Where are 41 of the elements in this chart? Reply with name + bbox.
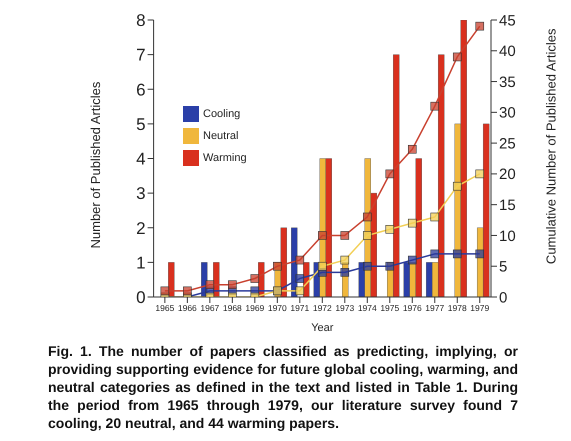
x-tick-label: 1976 <box>402 303 422 314</box>
y-axis-title: Number of Published Articles <box>88 81 104 248</box>
y2-tick-label: 5 <box>499 258 508 276</box>
y-tick-label: 4 <box>136 150 146 169</box>
y2-tick-label: 35 <box>499 74 516 91</box>
x-tick-label: 1973 <box>335 303 355 314</box>
y2-tick-label: 30 <box>499 104 516 122</box>
x-tick-label: 1967 <box>200 303 220 314</box>
y2-tick-label: 20 <box>499 166 516 184</box>
x-tick-label: 1979 <box>470 303 490 314</box>
y-tick-label: 0 <box>136 288 146 308</box>
y2-tick-label: 40 <box>499 43 516 60</box>
x-tick-label: 1965 <box>155 303 175 314</box>
x-tick-label: 1971 <box>290 303 310 314</box>
legend-label: Neutral <box>203 130 238 142</box>
y2-axis-title: Cumulative Number of Published Articles <box>544 28 559 264</box>
y2-tick-label: 10 <box>499 228 516 245</box>
y-tick-label: 8 <box>136 11 146 30</box>
y2-tick-label: 0 <box>499 289 508 306</box>
x-tick-label: 1969 <box>245 303 265 314</box>
y-tick-label: 1 <box>136 253 146 272</box>
x-tick-label: 1978 <box>448 303 467 314</box>
y-tick-label: 7 <box>136 46 146 65</box>
x-tick-label: 1975 <box>380 303 400 314</box>
x-tick-label: 1970 <box>268 303 288 314</box>
x-tick-label: 1974 <box>358 303 378 314</box>
x-tick-label: 1968 <box>222 303 242 314</box>
y-tick-label: 6 <box>136 80 146 100</box>
caption: Fig. 1. The number of papers classified as predicting, implying, or providing supporting evidence for future global cooling, warming, and neutral categories as defined in the text and listed in Table 1. During the period from 1965 through 1979, our literature survey found 7 cooling, 20 neutral, and 44 warming papers. <box>48 342 518 432</box>
y2-tick-label: 45 <box>499 12 516 30</box>
x-tick-label: 1972 <box>312 303 332 314</box>
x-tick-label: 1977 <box>425 303 444 314</box>
x-axis-title: Year <box>311 322 334 334</box>
y-tick-label: 5 <box>136 114 146 134</box>
legend-label: Warming <box>203 152 247 164</box>
y2-tick-label: 25 <box>499 135 516 152</box>
x-tick-label: 1966 <box>178 303 198 314</box>
y-tick-label: 3 <box>136 184 146 204</box>
y2-tick-label: 15 <box>499 196 516 214</box>
legend-label: Cooling <box>203 108 240 120</box>
y-tick-label: 2 <box>136 218 146 238</box>
